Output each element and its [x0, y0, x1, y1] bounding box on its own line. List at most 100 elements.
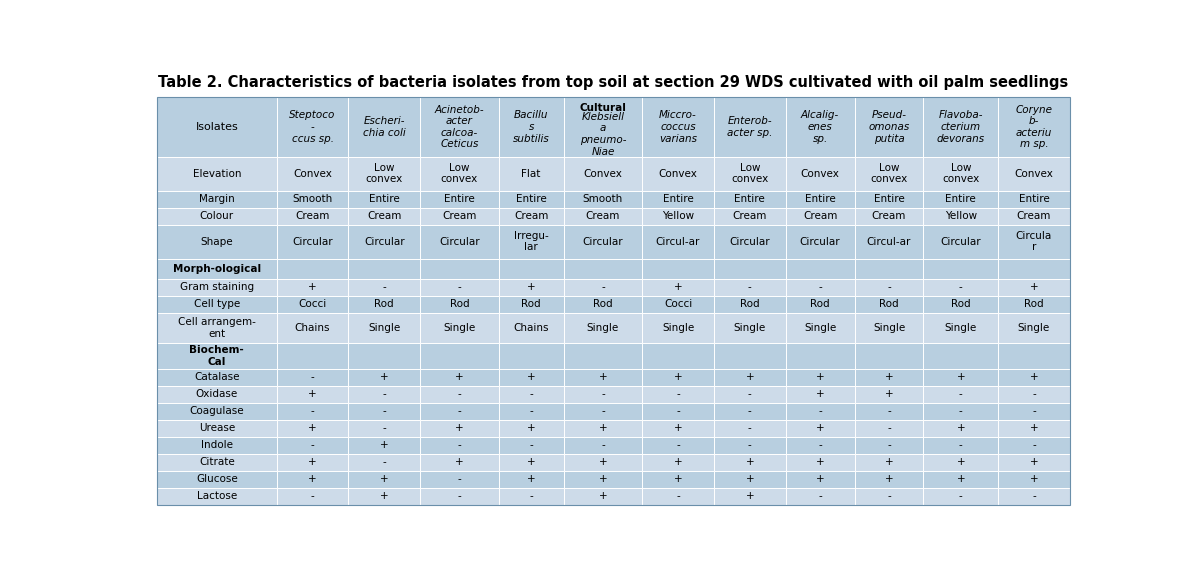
Bar	[499, 296, 564, 313]
Bar	[348, 471, 420, 488]
Bar	[157, 369, 277, 386]
Bar	[923, 279, 998, 296]
Bar	[157, 157, 277, 190]
Bar	[348, 369, 420, 386]
Bar	[348, 208, 420, 225]
Bar	[420, 279, 499, 296]
Bar	[642, 225, 713, 259]
Bar	[348, 190, 420, 208]
Text: -: -	[748, 440, 752, 450]
Bar	[998, 279, 1070, 296]
Bar	[277, 313, 348, 343]
Bar	[642, 157, 713, 190]
Bar	[713, 97, 785, 157]
Bar	[564, 259, 642, 279]
Text: +: +	[816, 390, 825, 399]
Text: Convex: Convex	[293, 169, 332, 178]
Bar	[998, 313, 1070, 343]
Text: +: +	[885, 457, 893, 467]
Text: Circular: Circular	[800, 237, 840, 247]
Text: -: -	[457, 406, 461, 416]
Text: +: +	[674, 283, 682, 292]
Bar	[855, 369, 923, 386]
Text: Flavoba-
cterium
devorans: Flavoba- cterium devorans	[937, 110, 985, 144]
Bar	[277, 437, 348, 454]
Text: +: +	[379, 372, 389, 382]
Text: +: +	[1029, 423, 1038, 433]
Text: Single: Single	[873, 323, 905, 333]
Text: Low
convex: Low convex	[365, 163, 403, 184]
Bar	[642, 296, 713, 313]
Bar	[157, 225, 277, 259]
Bar	[564, 369, 642, 386]
Bar	[923, 454, 998, 471]
Bar	[998, 454, 1070, 471]
Bar	[157, 313, 277, 343]
Bar	[855, 296, 923, 313]
Bar	[713, 471, 785, 488]
Text: -: -	[676, 491, 680, 501]
Bar	[642, 386, 713, 403]
Bar	[277, 259, 348, 279]
Bar	[785, 386, 855, 403]
Text: -: -	[601, 406, 604, 416]
Bar	[564, 420, 642, 437]
Text: -: -	[959, 440, 962, 450]
Bar	[157, 279, 277, 296]
Bar	[785, 97, 855, 157]
Text: Cream: Cream	[367, 211, 401, 221]
Bar	[713, 488, 785, 505]
Bar	[420, 386, 499, 403]
Text: +: +	[527, 457, 535, 467]
Bar	[642, 313, 713, 343]
Text: +: +	[885, 372, 893, 382]
Text: +: +	[455, 457, 463, 467]
Bar	[348, 313, 420, 343]
Bar	[642, 437, 713, 454]
Text: Low
convex: Low convex	[870, 163, 907, 184]
Text: Entire: Entire	[1019, 194, 1050, 204]
Bar	[277, 97, 348, 157]
Bar	[923, 488, 998, 505]
Text: Entire: Entire	[516, 194, 547, 204]
Bar	[855, 97, 923, 157]
Text: Cream: Cream	[514, 211, 548, 221]
Bar	[923, 296, 998, 313]
Bar	[855, 157, 923, 190]
Bar	[785, 488, 855, 505]
Bar	[642, 343, 713, 369]
Text: Colour: Colour	[200, 211, 233, 221]
Bar	[642, 420, 713, 437]
Bar	[713, 208, 785, 225]
Bar	[855, 279, 923, 296]
Bar	[157, 190, 277, 208]
Text: Isolates: Isolates	[195, 122, 238, 132]
Text: +: +	[455, 372, 463, 382]
Bar	[420, 488, 499, 505]
Bar	[785, 296, 855, 313]
Bar	[564, 279, 642, 296]
Bar	[348, 420, 420, 437]
Text: -: -	[382, 283, 387, 292]
Bar	[499, 488, 564, 505]
Bar	[277, 225, 348, 259]
Text: +: +	[308, 474, 317, 484]
Bar	[855, 343, 923, 369]
Text: -: -	[819, 283, 822, 292]
Text: Circular: Circular	[364, 237, 405, 247]
Bar	[923, 157, 998, 190]
Bar	[998, 369, 1070, 386]
Text: +: +	[308, 457, 317, 467]
Text: -: -	[311, 372, 315, 382]
Text: Margin: Margin	[199, 194, 235, 204]
Text: Single: Single	[1017, 323, 1050, 333]
Bar	[420, 97, 499, 157]
Text: Cocci: Cocci	[664, 299, 692, 309]
Bar	[157, 454, 277, 471]
Bar	[348, 279, 420, 296]
Text: -: -	[819, 440, 822, 450]
Bar	[785, 279, 855, 296]
Text: Entire: Entire	[946, 194, 977, 204]
Text: +: +	[674, 423, 682, 433]
Bar	[923, 369, 998, 386]
